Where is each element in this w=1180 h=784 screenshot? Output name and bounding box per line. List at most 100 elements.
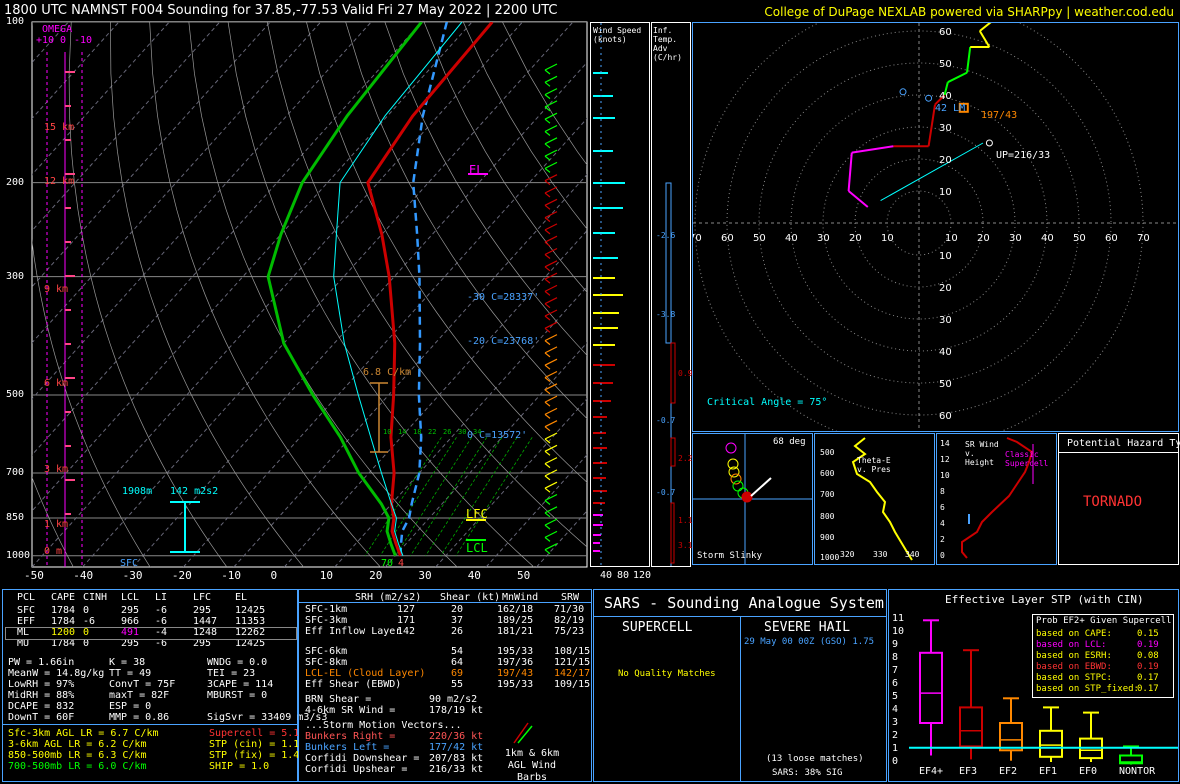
kin-cell: 197/36 (497, 657, 534, 668)
wind-barb (544, 192, 551, 198)
hodo-ring-label: 10 (945, 233, 958, 244)
pressure-label: 300 (6, 270, 25, 282)
stp-box (1119, 754, 1143, 765)
wind-barb (544, 426, 551, 432)
isotherm (485, 454, 587, 567)
isotherm (132, 61, 587, 567)
stp-ytick: 3 (892, 717, 899, 728)
sars-title: SARS - Sounding Analogue System (604, 594, 884, 612)
index-value: maxT = 82F (109, 690, 170, 701)
srwind-level: 10 (940, 471, 950, 480)
wind-barb (544, 432, 558, 440)
sfc-dew: 70 (381, 558, 394, 569)
parcel-header: CAPE (51, 592, 76, 603)
kin-cell: 26 (451, 626, 464, 637)
wind-barb (544, 450, 551, 456)
wind-barb (544, 383, 558, 391)
temp-tick: 10 (319, 569, 334, 582)
wind-barb (544, 463, 551, 469)
wind-barb (544, 235, 558, 243)
wind-barb (544, 346, 558, 354)
wind-barb (544, 475, 551, 481)
legend-value: 0.17 (1137, 684, 1159, 694)
parcel-cell: 11353 (235, 616, 266, 627)
isotherm (32, 22, 322, 344)
hodo-ring-label: 20 (939, 283, 952, 294)
srwind-level: 12 (940, 455, 950, 464)
index-value: TT = 49 (109, 668, 152, 679)
mixing-ratio-line (410, 437, 488, 556)
stp-ytick: 6 (892, 678, 899, 689)
hodo-trace (943, 81, 949, 96)
hodo-ring-label: 70 (693, 233, 702, 244)
wind-barb (544, 88, 558, 96)
wind-barb (544, 358, 558, 366)
index-value: K = 38 (109, 657, 146, 668)
index-value: DCAPE = 832 (8, 701, 75, 712)
mixing-ratio-line (425, 437, 503, 556)
height-label: 3 km (44, 464, 69, 475)
parcel-cell: 1784 (51, 605, 76, 616)
mixing-ratio-label: 26 (443, 428, 452, 436)
isotherm (32, 22, 473, 512)
wind-barb (544, 229, 551, 235)
motion-label: Corfidi Downshear = (305, 753, 420, 764)
height-label: 6 km (44, 378, 69, 389)
hodo-ring-label: 60 (1105, 233, 1118, 244)
kin-row-label: LCL-EL (Cloud Layer) (305, 668, 426, 679)
wind-barb (544, 315, 551, 321)
wind-barb (513, 722, 529, 744)
hodo-ring-label: 60 (939, 27, 952, 38)
barbs-label: 1km & 6km AGL Wind Barbs (504, 748, 560, 783)
hodograph-panel: 60 50 40 30 20 10 10 20 30 40 50 60 70 60 50 40 30 20 10 10… (692, 22, 1179, 432)
lm-label: 42 LM (935, 103, 966, 114)
kin-cell: 195/33 (497, 679, 534, 690)
hodo-ring-label: 60 (721, 233, 734, 244)
srwind-level: 4 (940, 519, 945, 528)
motion-value: 177/42 kt (429, 742, 484, 753)
isotherm (0, 22, 18, 567)
wind-barb (544, 278, 551, 284)
hazard-title: Potential Hazard Type (1067, 438, 1180, 449)
stp-panel: Effective Layer STP (with CIN) Prob EF2+… (888, 589, 1179, 782)
isotherm (435, 398, 587, 567)
wind-barb (544, 254, 551, 259)
parcel-cell: 295 (193, 638, 212, 649)
icing-label: -30 C=28337' (467, 292, 540, 303)
wind-barb (544, 543, 558, 551)
parcel-cell: 1447 (193, 616, 218, 627)
brn-value: 90 m2/s2 (429, 694, 478, 705)
srwind-level: 14 (940, 439, 950, 448)
index-value: MeanW = 14.8g/kg (8, 668, 105, 679)
lapse-rate: 700-500mb LR = 6.0 C/km (8, 761, 147, 772)
lapse-rate: 3-6km AGL LR = 6.2 C/km (8, 739, 147, 750)
hodo-ring-label: 60 (939, 411, 952, 422)
wind-barb (544, 512, 551, 518)
wind-barb (544, 247, 558, 256)
parcel-cell: 12425 (235, 638, 266, 649)
wind-barb (544, 81, 551, 87)
hodo-ring-label: 70 (1137, 233, 1150, 244)
index-value: SigSvr = 33409 m3/s3 (207, 712, 328, 723)
stp-ytick: 10 (892, 626, 905, 637)
hodo-trace (847, 152, 853, 192)
stp-box (959, 706, 983, 748)
parcel-cell: 295 (121, 605, 140, 616)
wind-barb (544, 303, 551, 309)
adv-value: -3.8 (656, 310, 676, 319)
stp-category: NONTOR (1119, 766, 1156, 777)
kin-cell: 109/15 (554, 679, 591, 690)
stp-category: EF1 (1039, 766, 1058, 777)
index-value: WNDG = 0.0 (207, 657, 268, 668)
parcel-cell: MU (17, 638, 30, 649)
legend-value: 0.17 (1137, 673, 1159, 683)
pressure-label: 500 (6, 389, 25, 401)
index-value: TEI = 23 (207, 668, 256, 679)
hodo-ring-label: 50 (939, 59, 952, 70)
thetae-tick: 320 (840, 550, 855, 559)
pressure-label: 1000 (6, 549, 31, 561)
wind-barb (544, 469, 558, 477)
kin-cell: 162/18 (497, 604, 534, 615)
hodo-ring-label: 50 (1073, 233, 1086, 244)
legend-value: 0.08 (1137, 651, 1159, 661)
